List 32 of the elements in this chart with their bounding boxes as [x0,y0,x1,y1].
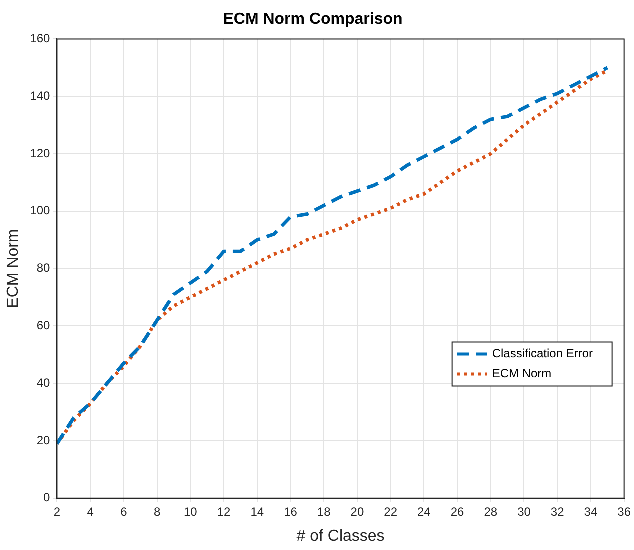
x-tick-label: 22 [384,504,398,519]
x-tick-label: 6 [120,504,128,519]
x-axis-title: # of Classes [296,528,385,545]
x-tick-label: 4 [87,504,94,519]
y-tick-label: 80 [36,261,51,276]
y-axis-title: ECM Norm [5,229,22,308]
y-tick-label: 20 [36,433,51,448]
y-tick-label: 60 [36,318,51,333]
y-tick-label: 0 [44,490,51,505]
x-tick-label: 12 [217,504,232,519]
legend-label: ECM Norm [492,366,552,381]
x-tick-label: 16 [284,504,298,519]
x-tick-label: 28 [484,504,498,519]
chart-title: ECM Norm Comparison [223,11,403,28]
y-tick-label: 140 [30,88,51,103]
x-tick-label: 10 [184,504,198,519]
legend-label: Classification Error [492,346,594,361]
y-tick-label: 100 [30,204,51,218]
x-tick-label: 18 [317,504,332,519]
x-tick-label: 36 [618,504,632,519]
x-tick-label: 30 [518,504,532,519]
x-tick-label: 26 [450,504,465,519]
x-tick-label: 34 [584,504,598,519]
y-tick-label: 160 [30,32,51,46]
y-tick-label: 40 [36,376,51,390]
x-tick-label: 20 [350,504,364,519]
x-tick-label: 8 [154,504,161,519]
x-tick-label: 24 [417,504,432,519]
x-tick-label: 2 [54,504,61,519]
x-tick-label: 32 [550,504,565,519]
x-tick-label: 14 [250,504,264,519]
y-tick-label: 120 [30,146,51,160]
